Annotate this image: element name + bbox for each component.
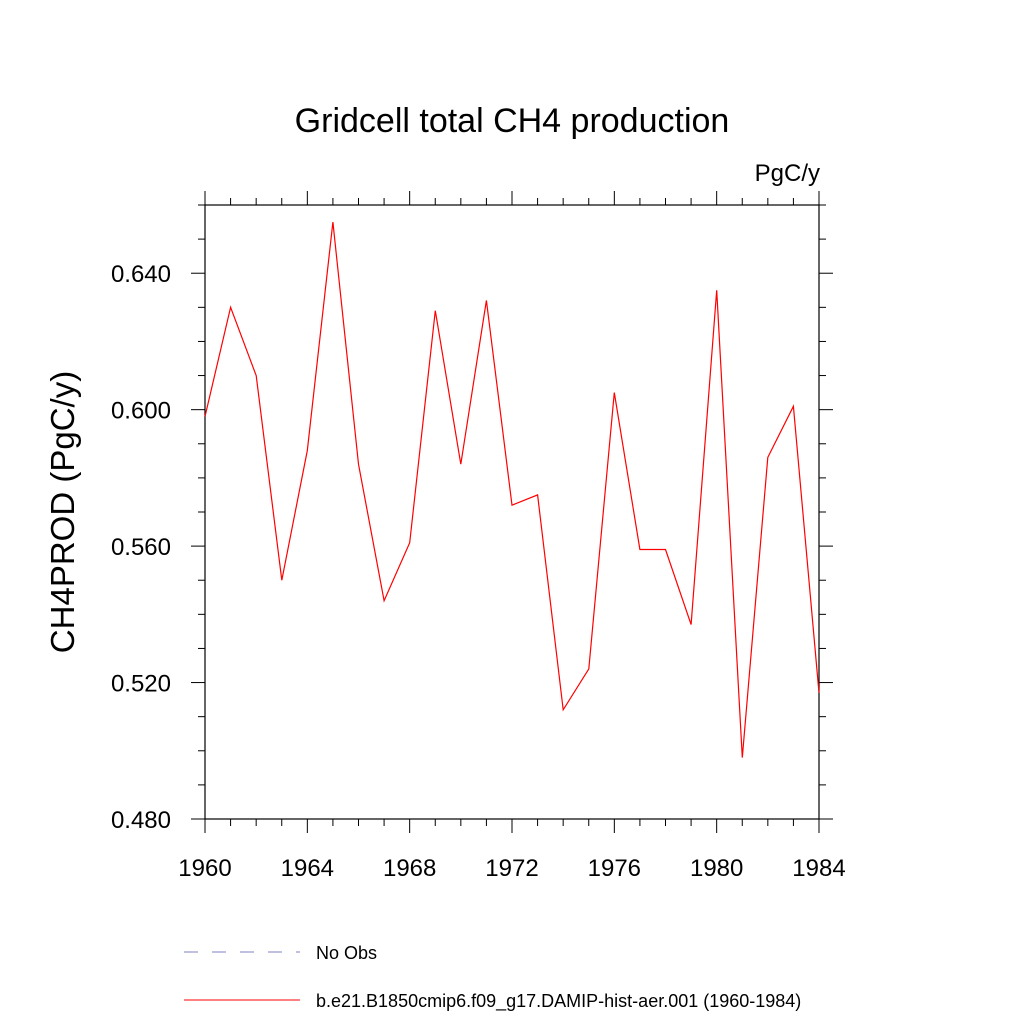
x-tick-label: 1984: [792, 855, 845, 882]
x-tick-label: 1964: [281, 855, 334, 882]
series-line: [204, 222, 820, 758]
x-tick-label: 1972: [485, 855, 538, 882]
x-tick-label: 1976: [588, 855, 641, 882]
y-tick-label: 0.520: [111, 671, 171, 698]
y-tick-label: 0.560: [111, 534, 171, 561]
y-tick-labels: 0.480 0.520 0.560 0.600 0.640: [111, 261, 171, 834]
legend-label: b.e21.B1850cmip6.f09_g17.DAMIP-hist-aer.…: [316, 991, 801, 1012]
x-tick-label: 1968: [383, 855, 436, 882]
units-label: PgC/y: [755, 160, 820, 187]
y-axis-label: CH4PROD (PgC/y): [44, 371, 81, 653]
series-layer: [204, 222, 820, 758]
legend: No Obs b.e21.B1850cmip6.f09_g17.DAMIP-his…: [184, 943, 801, 1012]
x-tick-label: 1960: [178, 855, 231, 882]
legend-label: No Obs: [316, 943, 377, 963]
axis-ticks: [191, 191, 833, 833]
plot-frame: [204, 204, 820, 820]
chart-title: Gridcell total CH4 production: [295, 102, 730, 140]
y-tick-label: 0.640: [111, 261, 171, 288]
y-tick-label: 0.480: [111, 807, 171, 834]
y-tick-label: 0.600: [111, 398, 171, 425]
x-tick-labels: 1960 1964 1968 1972 1976 1980 1984: [178, 855, 845, 882]
x-tick-label: 1980: [690, 855, 743, 882]
